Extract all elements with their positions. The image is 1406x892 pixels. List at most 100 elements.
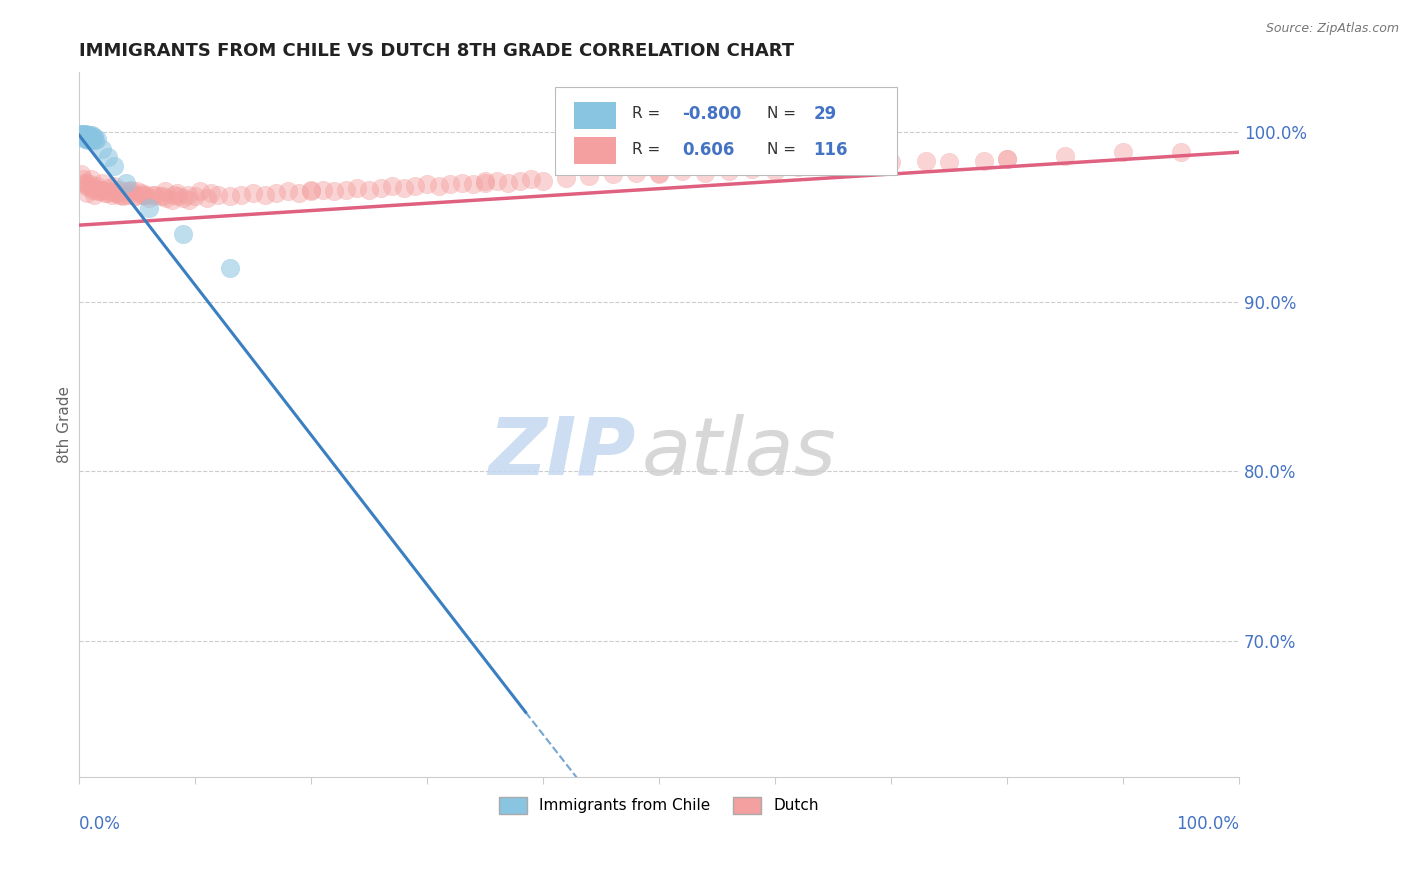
- Point: [82, 131, 104, 145]
- Point: [404, 179, 426, 194]
- Point: [75, 127, 97, 141]
- Point: [79, 178, 101, 192]
- Point: [880, 155, 903, 169]
- Point: [474, 174, 496, 188]
- Point: [717, 164, 740, 178]
- Point: [184, 189, 207, 203]
- Point: [86, 184, 108, 198]
- Point: [821, 159, 844, 173]
- Point: [427, 179, 450, 194]
- Point: [160, 193, 183, 207]
- Point: [72, 129, 94, 144]
- Point: [152, 189, 174, 203]
- Point: [520, 172, 543, 186]
- Point: [96, 186, 118, 200]
- Point: [131, 186, 153, 200]
- Point: [76, 131, 98, 145]
- Point: [253, 187, 276, 202]
- Point: [1112, 145, 1135, 160]
- Point: [155, 191, 177, 205]
- Point: [323, 184, 346, 198]
- Point: [195, 191, 218, 205]
- Point: [127, 184, 149, 198]
- Point: [153, 184, 176, 198]
- Point: [439, 178, 461, 192]
- Point: [107, 187, 129, 202]
- Point: [555, 170, 578, 185]
- Point: [73, 128, 96, 143]
- Point: [97, 184, 120, 198]
- Point: [299, 184, 322, 198]
- Point: [741, 162, 763, 177]
- Point: [188, 184, 211, 198]
- Point: [75, 129, 97, 144]
- Point: [77, 179, 100, 194]
- FancyBboxPatch shape: [554, 87, 897, 175]
- Point: [120, 184, 142, 198]
- Point: [101, 184, 124, 198]
- Point: [166, 186, 188, 200]
- Point: [75, 176, 97, 190]
- Point: [143, 187, 166, 202]
- Point: [72, 172, 94, 186]
- Point: [112, 189, 135, 203]
- Legend: Immigrants from Chile, Dutch: Immigrants from Chile, Dutch: [492, 789, 827, 822]
- Point: [83, 187, 105, 202]
- Point: [112, 187, 135, 202]
- Point: [973, 153, 995, 168]
- Point: [938, 155, 960, 169]
- Point: [105, 186, 128, 200]
- Point: [173, 227, 195, 241]
- Point: [83, 129, 105, 144]
- Point: [105, 186, 128, 200]
- Point: [132, 187, 155, 202]
- Point: [602, 167, 624, 181]
- Point: [91, 142, 114, 156]
- Point: [70, 127, 93, 141]
- Point: [82, 182, 104, 196]
- Point: [381, 179, 404, 194]
- Point: [207, 187, 229, 202]
- Point: [84, 181, 107, 195]
- Point: [124, 189, 146, 203]
- Point: [416, 178, 439, 192]
- Point: [288, 186, 311, 200]
- Point: [86, 179, 108, 194]
- Point: [264, 186, 287, 200]
- Point: [114, 184, 136, 198]
- Point: [69, 127, 91, 141]
- Point: [89, 184, 111, 198]
- Point: [73, 129, 96, 144]
- Point: [80, 129, 103, 144]
- Point: [179, 193, 201, 207]
- Point: [311, 182, 333, 196]
- Point: [787, 161, 810, 175]
- Point: [166, 189, 188, 203]
- Point: [496, 176, 519, 190]
- Point: [77, 129, 100, 144]
- Point: [995, 152, 1018, 166]
- Point: [97, 150, 120, 164]
- Point: [72, 128, 94, 143]
- Point: [218, 260, 240, 275]
- Point: [149, 189, 172, 203]
- Point: [357, 182, 380, 196]
- Point: [821, 157, 844, 171]
- Point: [77, 133, 100, 147]
- Point: [79, 128, 101, 143]
- Point: [485, 174, 508, 188]
- Text: 100.0%: 100.0%: [1175, 815, 1239, 833]
- Point: [200, 186, 222, 200]
- Point: [173, 191, 195, 205]
- Point: [346, 181, 368, 195]
- Point: [1170, 145, 1192, 160]
- Point: [80, 128, 103, 143]
- Text: 116: 116: [813, 141, 848, 159]
- Point: [242, 186, 264, 200]
- Point: [73, 131, 96, 145]
- Point: [450, 176, 472, 190]
- Point: [624, 165, 647, 179]
- Point: [114, 176, 136, 190]
- Point: [75, 179, 97, 194]
- Point: [392, 181, 415, 195]
